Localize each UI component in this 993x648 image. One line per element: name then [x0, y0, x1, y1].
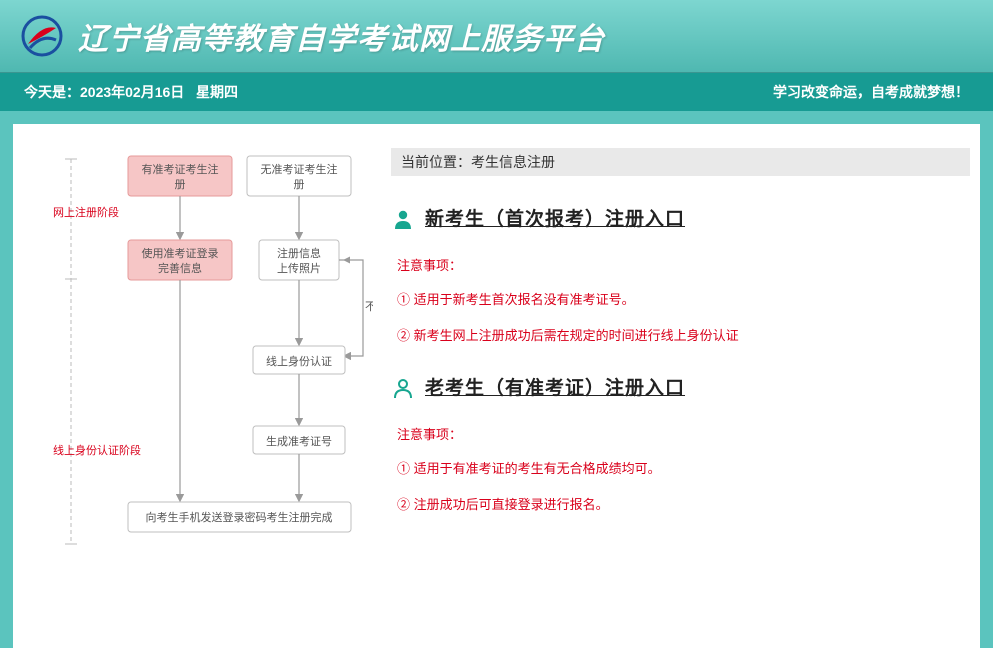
entry-title: 新考生（首次报考）注册入口 [425, 204, 685, 233]
info-bar: 今天是：2023年02月16日 星期四 学习改变命运，自考成就梦想！ [0, 73, 993, 111]
notice-item: ② 新考生网上注册成功后需在规定的时间进行线上身份认证 [397, 326, 970, 346]
notice-label: 注意事项： [397, 255, 970, 274]
svg-text:网上注册阶段: 网上注册阶段 [53, 205, 119, 219]
date-value: 2023年02月16日 [80, 84, 184, 100]
svg-text:使用准考证登录: 使用准考证登录 [142, 246, 219, 260]
entry-new-student: 新考生（首次报考）注册入口 注意事项： ① 适用于新考生首次报名没有准考证号。 … [391, 204, 970, 345]
notice-item: ① 适用于新考生首次报名没有准考证号。 [397, 290, 970, 310]
date-prefix: 今天是： [24, 84, 80, 100]
new-student-register-link[interactable]: 新考生（首次报考）注册入口 [391, 204, 970, 233]
site-title: 辽宁省高等教育自学考试网上服务平台 [78, 14, 605, 58]
flowchart-svg: 网上注册阶段 线上身份认证阶段 有准考证考生注 册 无准考证考生注 册 使用准考… [23, 144, 373, 564]
slogan: 学习改变命运，自考成就梦想！ [773, 82, 969, 102]
svg-text:有准考证考生注: 有准考证考生注 [142, 162, 219, 176]
svg-text:生成准考证号: 生成准考证号 [266, 434, 332, 448]
site-header: 辽宁省高等教育自学考试网上服务平台 [0, 0, 993, 73]
svg-text:向考生手机发送登录密码考生注册完成: 向考生手机发送登录密码考生注册完成 [146, 510, 333, 524]
main-content: 网上注册阶段 线上身份认证阶段 有准考证考生注 册 无准考证考生注 册 使用准考… [13, 124, 980, 648]
svg-text:上传照片: 上传照片 [277, 262, 321, 275]
svg-text:无准考证考生注: 无准考证考生注 [261, 162, 338, 176]
old-student-register-link[interactable]: 老考生（有准考证）注册入口 [391, 373, 970, 402]
weekday: 星期四 [196, 84, 238, 100]
site-logo [20, 14, 64, 58]
right-column: 当前位置： 考生信息注册 新考生（首次报考）注册入口 注意事项： ① 适用于新考… [373, 144, 970, 638]
breadcrumb: 当前位置： 考生信息注册 [391, 148, 970, 176]
flowchart-panel: 网上注册阶段 线上身份认证阶段 有准考证考生注 册 无准考证考生注 册 使用准考… [23, 144, 373, 638]
svg-text:完善信息: 完善信息 [158, 261, 202, 275]
date-today: 今天是：2023年02月16日 星期四 [24, 82, 238, 102]
notice-item: ② 注册成功后可直接登录进行报名。 [397, 495, 970, 515]
svg-text:线上身份认证: 线上身份认证 [266, 354, 332, 368]
breadcrumb-current: 考生信息注册 [471, 152, 555, 172]
svg-text:注册信息: 注册信息 [277, 246, 321, 260]
notice-label: 注意事项： [397, 424, 970, 443]
svg-text:册: 册 [294, 179, 305, 191]
entry-title: 老考生（有准考证）注册入口 [425, 373, 685, 402]
person-outline-icon [391, 376, 415, 400]
svg-text:册: 册 [175, 179, 186, 191]
svg-text:不通过: 不通过 [365, 300, 373, 313]
entry-old-student: 老考生（有准考证）注册入口 注意事项： ① 适用于有准考证的考生有无合格成绩均可… [391, 373, 970, 514]
notice-item: ① 适用于有准考证的考生有无合格成绩均可。 [397, 459, 970, 479]
svg-text:线上身份认证阶段: 线上身份认证阶段 [53, 443, 141, 457]
breadcrumb-label: 当前位置： [401, 152, 471, 172]
person-solid-icon [391, 207, 415, 231]
